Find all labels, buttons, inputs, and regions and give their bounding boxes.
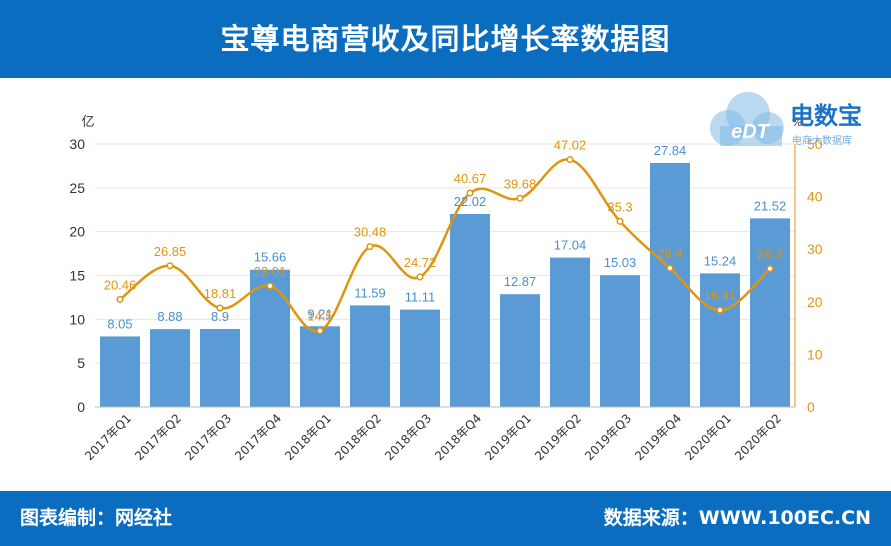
revenue-bar (300, 326, 340, 407)
revenue-bar (400, 309, 440, 407)
line-value-label: 18.41 (704, 288, 737, 303)
revenue-bar (100, 336, 140, 407)
growth-rate-point (416, 273, 424, 281)
revenue-bar (650, 162, 690, 407)
growth-rate-point (316, 327, 324, 335)
bar-value-label: 8.05 (107, 316, 132, 331)
y-right-tick-label: 10 (807, 346, 823, 362)
y-left-tick-label: 20 (69, 224, 85, 240)
line-value-label: 20.46 (104, 277, 137, 292)
bar-value-label: 27.84 (654, 143, 687, 158)
header-bar: 宝尊电商营收及同比增长率数据图 (0, 0, 891, 78)
revenue-bar (450, 213, 490, 407)
line-value-label: 40.67 (454, 171, 487, 186)
revenue-bar (550, 257, 590, 407)
line-value-label: 18.81 (204, 286, 237, 301)
x-tick-label: 2019年Q3 (582, 411, 634, 463)
growth-rate-point (516, 194, 524, 202)
y-left-tick-label: 0 (77, 399, 85, 415)
bar-value-label: 21.52 (754, 198, 787, 213)
page-title: 宝尊电商营收及同比增长率数据图 (220, 22, 671, 56)
growth-rate-point (766, 265, 774, 273)
line-value-label: 39.68 (504, 176, 537, 191)
logo: eDT 电数宝 电商大数据库 (710, 92, 862, 147)
y-left-tick-label: 5 (77, 355, 85, 371)
bar-value-label: 9.21 (307, 306, 332, 321)
x-tick-label: 2018年Q3 (382, 411, 434, 463)
x-tick-label: 2017年Q3 (182, 411, 234, 463)
growth-rate-point (566, 156, 574, 164)
y-left-tick-label: 10 (69, 311, 85, 327)
line-value-label: 26.3 (757, 247, 782, 262)
growth-rate-point (166, 262, 174, 270)
growth-rate-point (466, 189, 474, 197)
bar-value-label: 17.04 (554, 238, 587, 253)
bar-value-label: 12.87 (504, 274, 537, 289)
x-tick-label: 2019年Q4 (632, 411, 684, 463)
cloud-logo-icon (710, 92, 784, 146)
bar-value-label: 15.03 (604, 255, 637, 270)
bar-value-label: 8.88 (157, 309, 182, 324)
y-right-tick-label: 20 (807, 294, 823, 310)
growth-rate-point (716, 306, 724, 314)
x-tick-label: 2018年Q2 (332, 411, 384, 463)
growth-rate-point (666, 264, 674, 272)
x-tick-label: 2018年Q4 (432, 411, 484, 463)
line-value-label: 47.02 (554, 138, 587, 153)
line-value-label: 30.48 (354, 225, 387, 240)
revenue-bar (250, 269, 290, 407)
x-tick-label: 2020年Q2 (732, 411, 784, 463)
chart-credit: 图表编制：网经社 (20, 507, 173, 529)
y-right-tick-label: 40 (807, 189, 823, 205)
line-value-label: 14.5 (307, 309, 332, 324)
growth-rate-point (616, 217, 624, 225)
growth-rate-point (366, 243, 374, 251)
y-right-tick-label: 30 (807, 241, 823, 257)
x-tick-label: 2017年Q4 (232, 411, 284, 463)
y-left-tick-label: 30 (69, 136, 85, 152)
x-tick-label: 2018年Q1 (282, 411, 334, 463)
y-right-tick-label: 0 (807, 399, 815, 415)
growth-rate-point (216, 304, 224, 312)
revenue-bar (200, 328, 240, 407)
revenue-bar (350, 305, 390, 407)
bar-value-label: 15.66 (254, 250, 287, 265)
growth-rate-point (266, 282, 274, 290)
bar-value-label: 8.9 (211, 309, 229, 324)
line-value-label: 23.01 (254, 264, 287, 279)
line-value-label: 26.4 (657, 246, 682, 261)
revenue-bar (500, 294, 540, 407)
y-right-unit-label: % (792, 116, 802, 129)
revenue-bar (600, 275, 640, 407)
logo-mark: eDT (731, 121, 771, 143)
logo-tagline: 电商大数据库 (792, 134, 852, 147)
x-tick-label: 2017年Q2 (132, 411, 184, 463)
bar-value-label: 22.02 (454, 194, 487, 209)
bar-value-label: 15.24 (704, 253, 737, 268)
revenue-bar (700, 273, 740, 407)
x-tick-label: 2020年Q1 (682, 411, 734, 463)
bar-value-label: 11.11 (405, 290, 436, 305)
footer-bar: 图表编制：网经社 数据来源：WWW.100EC.CN (0, 491, 891, 546)
line-value-label: 24.72 (404, 255, 437, 270)
data-source: 数据来源：WWW.100EC.CN (603, 507, 871, 529)
y-right-tick-label: 50 (807, 136, 823, 152)
logo-name: 电数宝 (790, 102, 862, 130)
bar-value-label: 11.59 (354, 285, 386, 300)
y-left-unit-label: 亿 (81, 115, 94, 130)
line-value-label: 35.3 (607, 199, 632, 214)
growth-rate-line (119, 158, 771, 333)
x-tick-label: 2019年Q1 (482, 411, 534, 463)
revenue-growth-chart: 0 5 10 15 20 25 30 0 10 20 30 40 50 亿 % 8.05 8.88 8.9 15.6… (69, 115, 823, 463)
y-left-tick-label: 25 (69, 180, 85, 196)
revenue-bar (150, 329, 190, 407)
y-left-tick-label: 15 (69, 268, 85, 284)
x-tick-label: 2019年Q2 (532, 411, 584, 463)
growth-rate-point (116, 295, 124, 303)
revenue-bar (750, 218, 790, 407)
x-tick-label: 2017年Q1 (82, 411, 134, 463)
line-value-label: 26.85 (154, 244, 187, 259)
